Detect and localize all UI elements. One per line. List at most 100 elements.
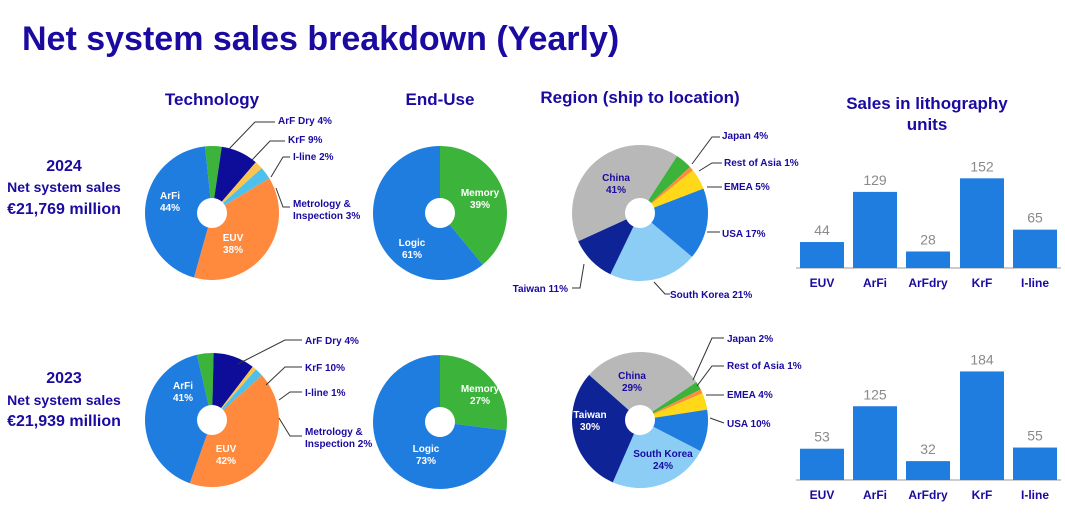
header-end-use: End-Use <box>406 90 475 109</box>
slice-label: ArFi <box>173 381 193 392</box>
pie-slice-rest-of-asia <box>640 166 693 213</box>
bar-category-label: ArFdry <box>908 488 948 502</box>
slice-label: I-line 2% <box>293 152 334 163</box>
slice-label: Japan 2% <box>727 334 773 345</box>
slice-label: Taiwan 11% <box>513 284 569 295</box>
bar-category-label: KrF <box>972 276 993 290</box>
pie-slice-china <box>589 351 697 420</box>
bar-value-label: 152 <box>970 158 994 174</box>
slice-value-label: 44% <box>160 203 180 214</box>
slice-label: USA 10% <box>727 419 771 430</box>
net-sales-amount-2024: €21,769 million <box>7 201 121 218</box>
bar-category-label: ArFdry <box>908 276 948 290</box>
pie-slice-euv <box>189 375 279 487</box>
slice-value-label: Inspection 3% <box>293 211 360 222</box>
pie-slice-arf-dry <box>196 352 214 420</box>
slice-value-label: 42% <box>216 456 236 467</box>
bar-category-label: KrF <box>972 488 993 502</box>
bar-arfi <box>853 406 897 480</box>
pie-slice-arfi <box>144 354 212 484</box>
slice-value-label: 41% <box>173 393 193 404</box>
slice-label: China <box>618 371 646 382</box>
donut-hole <box>625 405 655 435</box>
bar-arfdry <box>906 251 950 268</box>
leader-lines <box>228 121 725 437</box>
pie-slice-memory <box>440 146 507 265</box>
donut-hole <box>197 198 227 228</box>
slice-label: Logic <box>399 238 426 249</box>
bar-value-label: 32 <box>920 441 936 457</box>
bar-euv <box>800 448 844 480</box>
bar-i-line <box>1013 447 1057 480</box>
bar-value-label: 65 <box>1027 210 1043 226</box>
slice-value-label: 41% <box>606 185 626 196</box>
slice-label: South Korea <box>633 449 693 460</box>
slice-label: Rest of Asia 1% <box>727 361 802 372</box>
bar-krf <box>960 371 1004 480</box>
slice-label: Rest of Asia 1% <box>724 158 799 169</box>
header-technology: Technology <box>165 90 260 109</box>
slice-label: Memory <box>461 384 500 395</box>
net-sales-label-2023: Net system sales <box>7 392 121 408</box>
bar-value-label: 53 <box>814 429 830 445</box>
slice-label: South Korea 21% <box>670 290 752 301</box>
bar-value-label: 184 <box>970 351 994 367</box>
bar-euv <box>800 242 844 268</box>
slice-value-label: 29% <box>622 383 642 394</box>
slice-label: ArFi <box>160 191 180 202</box>
pie-slice-taiwan <box>578 213 640 275</box>
pie-slice-taiwan <box>572 374 640 483</box>
bar-category-label: I-line <box>1021 276 1049 290</box>
pie-slice-i-line <box>212 366 256 420</box>
pie-slice-krf <box>212 353 253 420</box>
bar-value-label: 28 <box>920 231 936 247</box>
pie-slice-emea <box>640 393 708 420</box>
slice-label: I-line 1% <box>305 388 346 399</box>
donut-hole <box>425 407 455 437</box>
slice-label: Japan 4% <box>722 131 768 142</box>
bar-category-label: I-line <box>1021 488 1049 502</box>
pie-slice-south-korea <box>612 420 701 488</box>
bar-arfdry <box>906 461 950 480</box>
donut-hole <box>625 198 655 228</box>
pie-slice-china <box>571 144 678 242</box>
pie-slice-japan <box>640 155 691 213</box>
slice-value-label: 61% <box>402 250 422 261</box>
slice-label: KrF 9% <box>288 135 323 146</box>
slice-value-label: 27% <box>470 396 490 407</box>
slice-value-label: Inspection 2% <box>305 439 372 450</box>
bar-value-label: 129 <box>863 172 887 188</box>
pie-slice-rest-of-asia <box>640 389 703 420</box>
bar-category-label: ArFi <box>863 276 887 290</box>
slice-label: China <box>602 173 630 184</box>
pie-slice-krf <box>212 146 256 213</box>
slice-label: USA 17% <box>722 229 766 240</box>
pie-slice-south-korea <box>610 213 692 281</box>
net-sales-amount-2023: €21,939 million <box>7 413 121 430</box>
pie-slice-metrology <box>212 168 270 213</box>
header-region: Region (ship to location) <box>540 88 739 107</box>
donut-hole <box>425 198 455 228</box>
pie-slice-metrology <box>212 369 262 420</box>
bar-value-label: 44 <box>814 222 830 238</box>
page-title: Net system sales breakdown (Yearly) <box>22 20 619 58</box>
net-sales-label-2024: Net system sales <box>7 179 121 195</box>
slice-label: ArF Dry 4% <box>278 116 332 127</box>
slice-value-label: 24% <box>653 461 673 472</box>
header-litho-1: Sales in lithography <box>846 94 1008 113</box>
slice-value-label: 30% <box>580 422 600 433</box>
pie-slice-japan <box>640 381 701 420</box>
pie-slice-arfi <box>145 146 212 278</box>
slice-label: EUV <box>216 444 237 455</box>
slice-label: Taiwan <box>573 410 606 421</box>
slice-label: Memory <box>461 188 500 199</box>
year-2024: 2024 <box>46 158 82 175</box>
slice-value-label: 39% <box>470 200 490 211</box>
slice-value-label: 73% <box>416 456 436 467</box>
pie-slice-usa <box>640 188 708 257</box>
pie-slice-euv <box>193 178 280 280</box>
slice-label: ArF Dry 4% <box>305 336 359 347</box>
year-2023: 2023 <box>46 370 82 387</box>
slice-label: EUV <box>223 233 244 244</box>
slice-label: Metrology & <box>305 427 363 438</box>
